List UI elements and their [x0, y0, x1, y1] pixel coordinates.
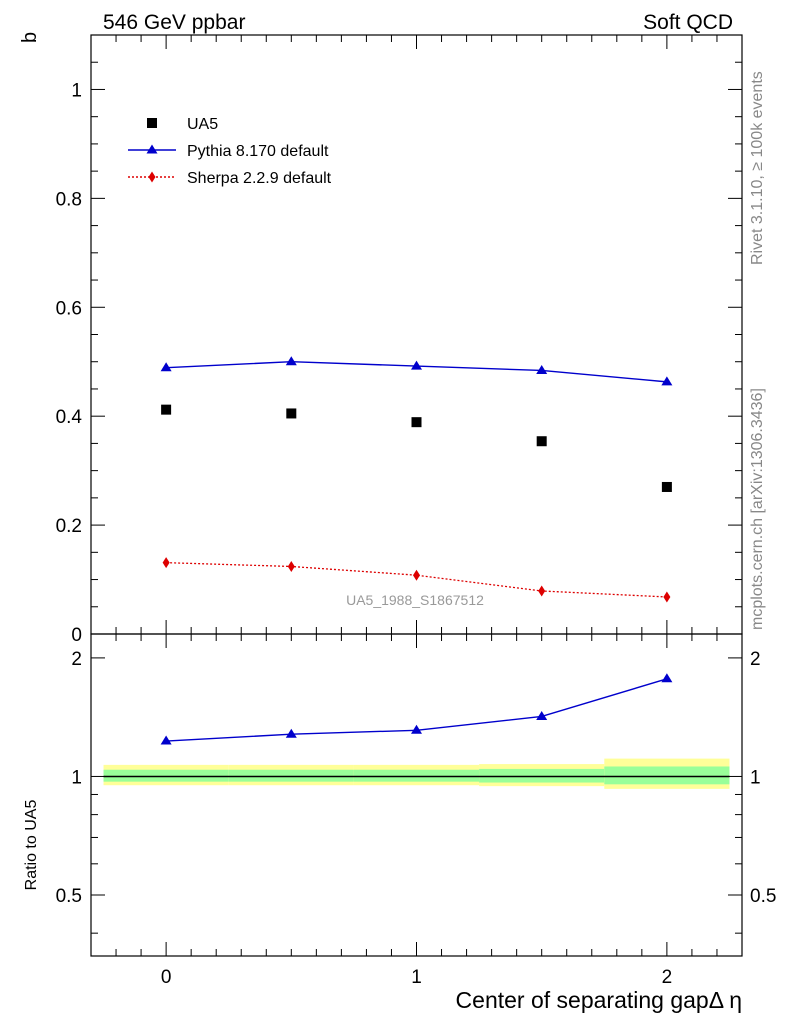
- ratio-y-tick-label-right: 0.5: [750, 886, 776, 907]
- ratio-point-pythia: [411, 724, 422, 734]
- data-point-triangle: [536, 364, 548, 374]
- analysis-watermark: UA5_1988_S1867512: [346, 592, 484, 608]
- uncertainty-band-stat: [604, 766, 730, 785]
- ratio-y-tick-label-left: 2: [71, 649, 82, 670]
- legend-label: Pythia 8.170 default: [187, 143, 329, 160]
- legend-marker-triangle: [146, 144, 158, 154]
- main-y-tick-label: 0.4: [56, 407, 83, 428]
- x-tick-label: 2: [662, 967, 673, 988]
- data-point-diamond: [287, 560, 295, 572]
- data-point-triangle: [411, 360, 422, 370]
- ratio-y-tick-label-left: 0.5: [56, 886, 82, 907]
- main-y-axis-label: b: [19, 32, 41, 43]
- ratio-point-pythia: [536, 710, 548, 720]
- data-point-diamond: [162, 557, 170, 569]
- legend-marker-diamond: [148, 171, 156, 183]
- legend-marker-square: [147, 118, 157, 128]
- legend-label: UA5: [187, 116, 218, 133]
- ratio-point-pythia: [285, 728, 297, 738]
- x-tick-label: 0: [161, 967, 172, 988]
- ratio-plot-area: [103, 673, 730, 1000]
- header-right: Soft QCD: [643, 11, 733, 34]
- ratio-y-tick-label-right: 1: [750, 767, 761, 788]
- legend: UA5 Pythia 8.170 default Sherpa 2.2.9 defa…: [128, 116, 332, 187]
- x-tick-label: 1: [411, 967, 422, 988]
- data-point-triangle: [285, 356, 297, 366]
- ratio-point-sherpa: [288, 971, 295, 982]
- header-left: 546 GeV ppbar: [103, 11, 245, 34]
- data-point-diamond: [538, 585, 546, 597]
- ratio-y-axis-label: Ratio to UA5: [23, 800, 40, 891]
- data-point-square: [661, 481, 672, 492]
- ratio-plot-frame: [90, 633, 743, 957]
- data-point-square: [411, 417, 422, 428]
- ratio-y-tick-label-right: 2: [750, 649, 761, 670]
- data-point-triangle: [160, 362, 172, 372]
- mcplots-label: mcplots.cern.ch [arXiv:1306.3436]: [749, 388, 766, 630]
- ratio-point-sherpa: [413, 989, 420, 1000]
- ratio-y-tick-label-left: 1: [71, 767, 82, 788]
- rivet-version-label: Rivet 3.1.10, ≥ 100k events: [749, 71, 766, 265]
- main-y-tick-label: 1: [71, 80, 82, 101]
- main-y-tick-label: 0.6: [56, 298, 82, 319]
- data-point-diamond: [663, 591, 671, 603]
- ratio-point-pythia: [661, 673, 673, 683]
- data-point-triangle: [661, 376, 673, 386]
- data-point-square: [536, 436, 547, 447]
- data-point-square: [161, 404, 172, 415]
- data-point-square: [286, 408, 297, 419]
- data-point-diamond: [413, 569, 420, 581]
- main-y-tick-label: 0: [71, 625, 82, 646]
- legend-label: Sherpa 2.2.9 default: [187, 170, 332, 187]
- main-plot: 0 0.2 0.4 0.6 0.8 1: [56, 34, 743, 646]
- x-axis-label: Center of separating gapΔ η: [456, 987, 742, 1013]
- ratio-plot: 0 1 2 0.5 0.5 1 1 2 2: [56, 633, 776, 1000]
- main-y-tick-label: 0.8: [56, 189, 82, 210]
- ratio-point-pythia: [160, 735, 172, 745]
- main-y-tick-label: 0.2: [56, 516, 82, 537]
